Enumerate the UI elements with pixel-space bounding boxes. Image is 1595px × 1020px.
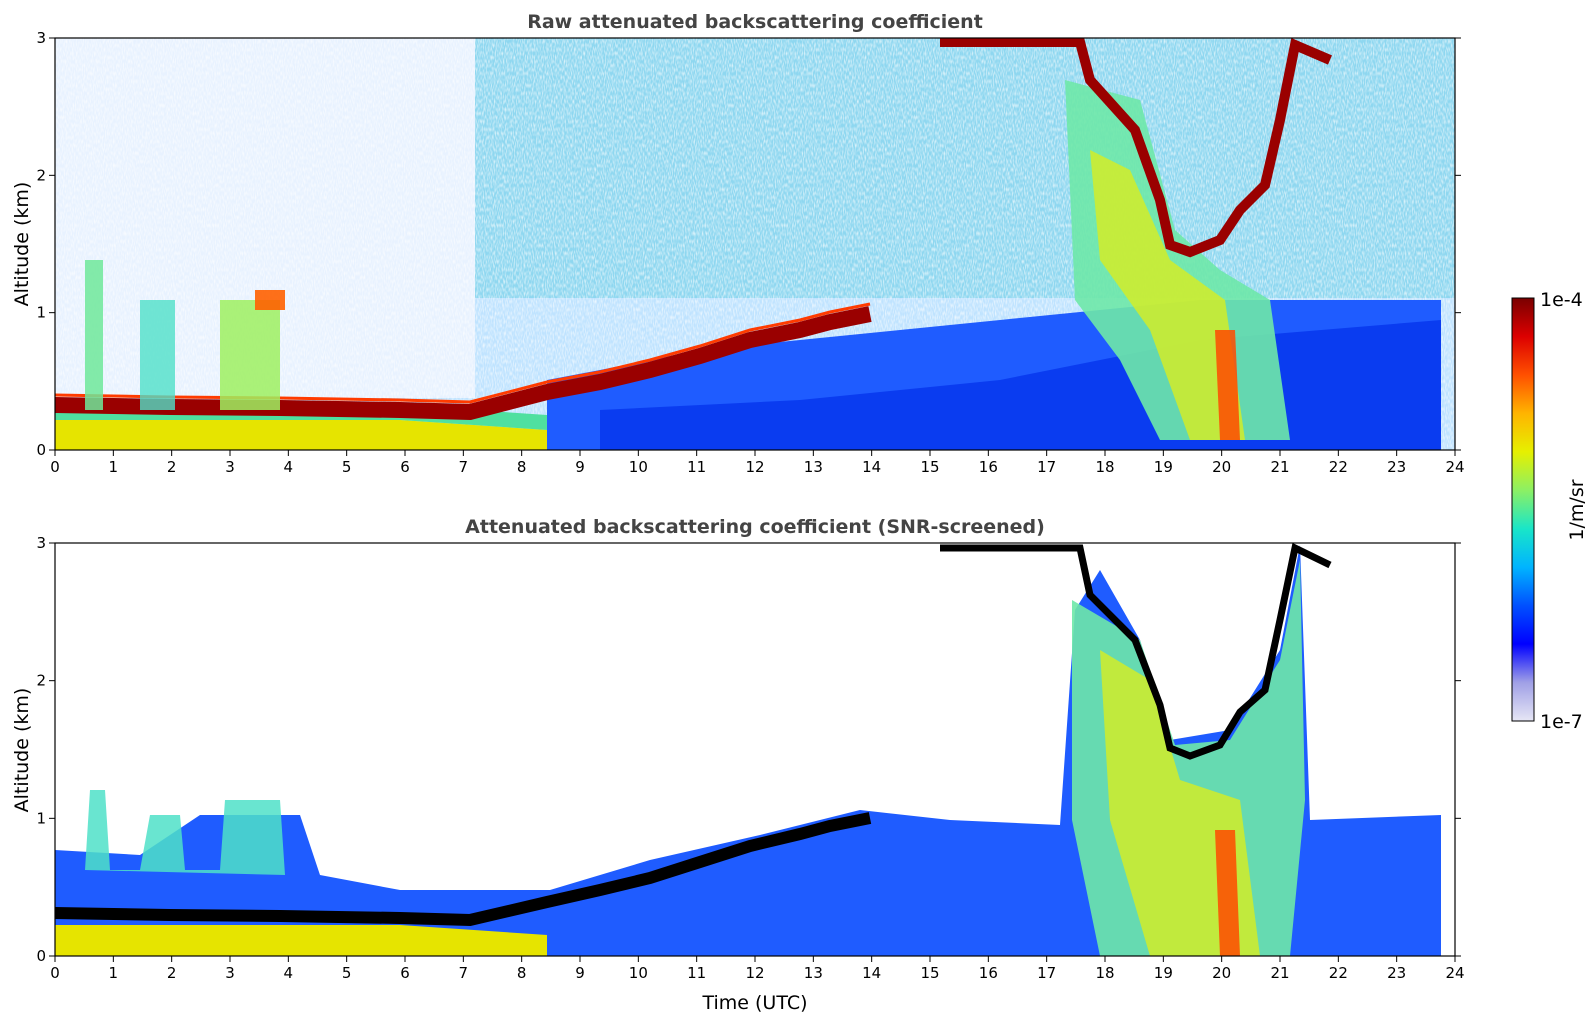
x-tick-label: 22 (1329, 458, 1348, 476)
heatmap-plume (140, 300, 175, 410)
y-tick-label: 0 (36, 441, 46, 459)
x-tick-label: 20 (1212, 458, 1231, 476)
x-tick-label: 18 (1095, 458, 1114, 476)
panel-screened: Attenuated backscattering coefficient (S… (11, 516, 1465, 1014)
x-tick-label: 5 (342, 458, 352, 476)
x-tick-label: 16 (979, 458, 998, 476)
x-tick-label: 7 (459, 964, 469, 982)
x-tick-label: 22 (1329, 964, 1348, 982)
x-tick-label: 12 (745, 964, 764, 982)
cloud-top-trace-masked (940, 543, 1332, 760)
y-tick-label: 1 (36, 809, 46, 827)
panel-title: Attenuated backscattering coefficient (S… (465, 516, 1045, 538)
x-tick-label: 18 (1095, 964, 1114, 982)
x-tick-label: 3 (225, 458, 235, 476)
x-tick-label: 0 (50, 458, 60, 476)
heatmap-screened-plumes (85, 790, 285, 875)
x-tick-label: 6 (400, 458, 410, 476)
y-tick-label: 2 (36, 672, 46, 690)
x-tick-label: 7 (459, 458, 469, 476)
x-tick-label: 0 (50, 964, 60, 982)
x-tick-label: 20 (1212, 964, 1231, 982)
heatmap-plume (85, 260, 103, 410)
colorbar-min-label: 1e-7 (1540, 711, 1583, 733)
y-ticks: 0 1 2 3 (36, 29, 1461, 459)
y-axis-label: Altitude (km) (11, 182, 33, 307)
panel-title: Raw attenuated backscattering coefficien… (527, 11, 983, 33)
x-tick-label: 3 (225, 964, 235, 982)
heatmap-plume (255, 290, 285, 310)
x-tick-label: 16 (979, 964, 998, 982)
x-tick-label: 21 (1270, 964, 1289, 982)
boundary-layer-top-masked (55, 812, 872, 927)
x-tick-label: 15 (920, 458, 939, 476)
x-ticks: 0 1 2 3 4 5 6 7 8 9 10 11 12 13 14 15 16 17 18 19 20 21 22 23 24 (50, 956, 1465, 982)
heatmap-screened-precip (1215, 830, 1240, 956)
colorbar-max-label: 1e-4 (1540, 289, 1583, 311)
heatmap-precip-core (1215, 330, 1240, 440)
x-tick-label: 9 (575, 458, 585, 476)
y-tick-label: 0 (36, 947, 46, 965)
x-tick-label: 17 (1037, 964, 1056, 982)
y-tick-label: 3 (36, 534, 46, 552)
x-tick-label: 11 (687, 964, 706, 982)
heatmap-plume (220, 300, 280, 410)
y-tick-label: 1 (36, 304, 46, 322)
x-tick-label: 1 (109, 964, 119, 982)
x-tick-label: 1 (109, 458, 119, 476)
x-tick-label: 21 (1270, 458, 1289, 476)
heatmap-screened (55, 543, 1455, 956)
x-tick-label: 8 (517, 964, 527, 982)
x-tick-label: 14 (862, 458, 881, 476)
x-tick-label: 10 (629, 458, 648, 476)
heatmap-surface-aerosol (55, 420, 547, 450)
x-tick-label: 23 (1387, 964, 1406, 982)
x-ticks: 0 1 2 3 4 5 6 7 8 9 10 11 12 13 14 15 16 17 18 19 20 21 22 23 24 (50, 450, 1465, 476)
colorbar-gradient (1511, 297, 1535, 722)
x-tick-label: 10 (629, 964, 648, 982)
x-tick-label: 8 (517, 458, 527, 476)
x-tick-label: 11 (687, 458, 706, 476)
heatmap-raw (55, 38, 1455, 450)
heatmap-cloud-streaks-yellow (1090, 150, 1245, 440)
x-axis-label: Time (UTC) (701, 992, 807, 1014)
x-tick-label: 12 (745, 458, 764, 476)
x-tick-label: 13 (804, 964, 823, 982)
heatmap-screened-aerosol (55, 925, 547, 956)
x-tick-label: 19 (1154, 458, 1173, 476)
x-tick-label: 4 (284, 964, 294, 982)
colorbar-unit-label: 1/m/sr (1566, 479, 1588, 540)
x-tick-label: 13 (804, 458, 823, 476)
colorbar: 1e-4 1e-7 1/m/sr (1511, 289, 1588, 733)
x-tick-label: 24 (1445, 964, 1464, 982)
x-tick-label: 23 (1387, 458, 1406, 476)
x-tick-label: 2 (167, 458, 177, 476)
x-tick-label: 2 (167, 964, 177, 982)
y-ticks: 0 1 2 3 (36, 534, 1461, 965)
y-axis-label: Altitude (km) (11, 688, 33, 813)
x-tick-label: 5 (342, 964, 352, 982)
x-tick-label: 6 (400, 964, 410, 982)
x-tick-label: 17 (1037, 458, 1056, 476)
x-tick-label: 9 (575, 964, 585, 982)
x-tick-label: 4 (284, 458, 294, 476)
y-tick-label: 2 (36, 166, 46, 184)
x-tick-label: 24 (1445, 458, 1464, 476)
x-tick-label: 15 (920, 964, 939, 982)
y-tick-label: 3 (36, 29, 46, 47)
x-tick-label: 14 (862, 964, 881, 982)
panel-raw: Raw attenuated backscattering coefficien… (11, 11, 1465, 476)
cloud-top-trace (940, 38, 1332, 258)
x-tick-label: 19 (1154, 964, 1173, 982)
